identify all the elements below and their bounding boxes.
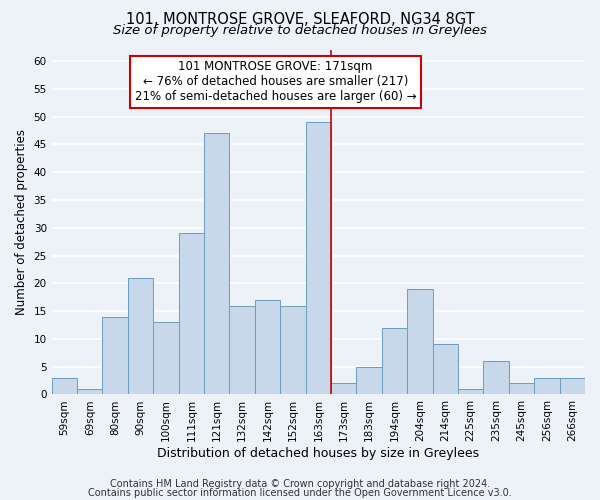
Text: Contains public sector information licensed under the Open Government Licence v3: Contains public sector information licen…	[88, 488, 512, 498]
Bar	[280, 306, 305, 394]
Bar	[179, 234, 204, 394]
Bar	[382, 328, 407, 394]
Bar	[433, 344, 458, 395]
Bar	[484, 361, 509, 394]
Y-axis label: Number of detached properties: Number of detached properties	[15, 129, 28, 315]
Bar	[153, 322, 179, 394]
Bar	[77, 389, 103, 394]
Bar	[509, 384, 534, 394]
Bar	[534, 378, 560, 394]
Text: 101 MONTROSE GROVE: 171sqm
← 76% of detached houses are smaller (217)
21% of sem: 101 MONTROSE GROVE: 171sqm ← 76% of deta…	[135, 60, 416, 104]
Bar	[52, 378, 77, 394]
X-axis label: Distribution of detached houses by size in Greylees: Distribution of detached houses by size …	[157, 447, 479, 460]
Bar	[255, 300, 280, 394]
Bar	[204, 134, 229, 394]
Bar	[560, 378, 585, 394]
Bar	[229, 306, 255, 394]
Bar	[458, 389, 484, 394]
Text: Contains HM Land Registry data © Crown copyright and database right 2024.: Contains HM Land Registry data © Crown c…	[110, 479, 490, 489]
Bar	[103, 316, 128, 394]
Bar	[331, 384, 356, 394]
Text: 101, MONTROSE GROVE, SLEAFORD, NG34 8GT: 101, MONTROSE GROVE, SLEAFORD, NG34 8GT	[125, 12, 475, 28]
Bar	[128, 278, 153, 394]
Bar	[407, 289, 433, 395]
Bar	[305, 122, 331, 394]
Text: Size of property relative to detached houses in Greylees: Size of property relative to detached ho…	[113, 24, 487, 37]
Bar	[356, 366, 382, 394]
